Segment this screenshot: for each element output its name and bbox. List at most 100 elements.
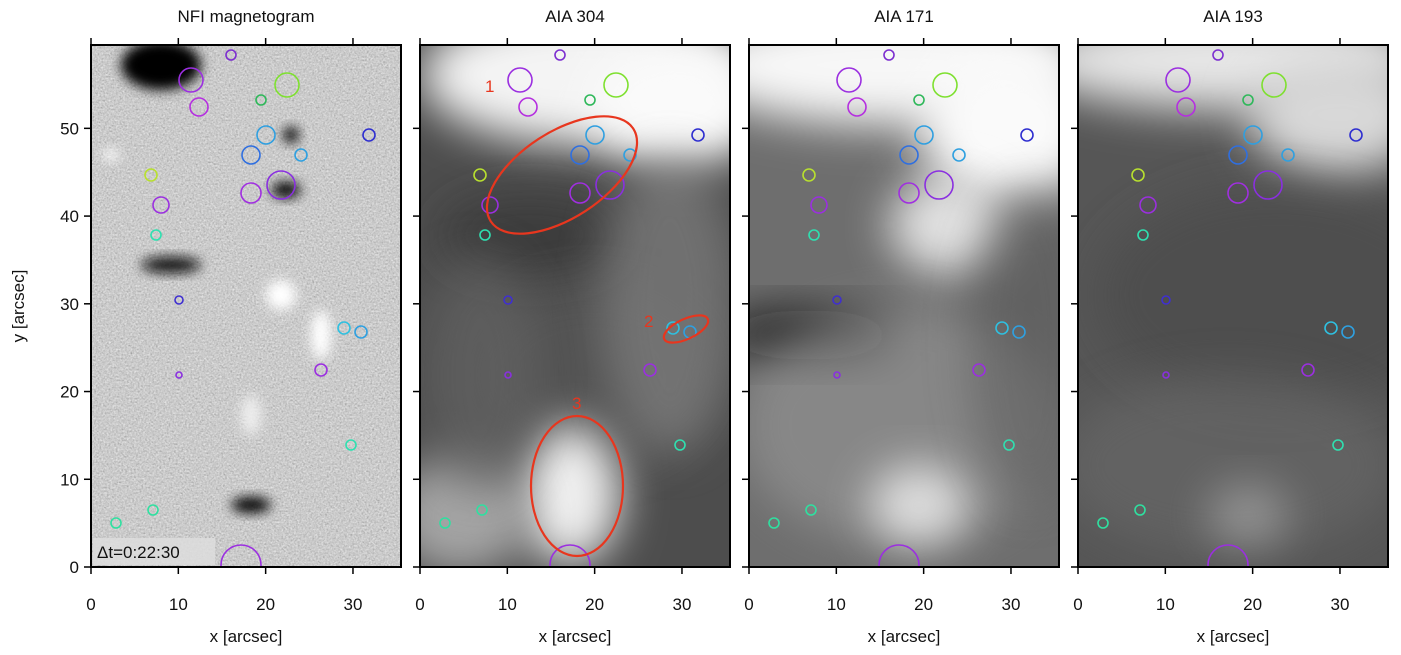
contour [932, 72, 958, 98]
contour [1332, 439, 1344, 451]
contour [1176, 97, 1196, 117]
contour [549, 544, 591, 567]
x-tick-label: 0 [1073, 595, 1082, 614]
image-panel [749, 45, 1059, 567]
image-panel [420, 45, 730, 567]
contour [924, 170, 954, 200]
x-tick-label: 30 [344, 595, 363, 614]
contour [274, 72, 300, 98]
x-axis-label: x [arcsec] [1197, 627, 1270, 646]
contour [225, 49, 237, 61]
contour [473, 168, 487, 182]
x-tick-label: 0 [415, 595, 424, 614]
contour [1012, 325, 1026, 339]
contour [832, 295, 842, 305]
magnetic-feature [141, 257, 201, 273]
contour [1212, 49, 1224, 61]
contour [847, 97, 867, 117]
contour [1261, 72, 1287, 98]
image-panel [91, 45, 401, 567]
emission-region [1078, 375, 1388, 555]
axes-frame [1077, 44, 1389, 568]
region-label: 2 [644, 312, 653, 331]
contour [691, 128, 705, 142]
y-tick-label: 40 [60, 207, 79, 226]
magnetic-feature [283, 127, 299, 143]
time-label: Δt=0:22:30 [97, 543, 180, 562]
x-tick-label: 10 [498, 595, 517, 614]
contour [439, 517, 451, 529]
contour [643, 363, 657, 377]
magnetic-feature [231, 497, 271, 513]
contour [914, 125, 934, 145]
contour [294, 148, 308, 162]
x-tick-label: 30 [1002, 595, 1021, 614]
contour [1003, 439, 1015, 451]
magnetic-feature [241, 395, 261, 435]
contour [354, 325, 368, 339]
contour [899, 145, 919, 165]
magnetic-feature [266, 280, 296, 310]
contour [674, 439, 686, 451]
magnetic-feature [103, 149, 119, 161]
contour [147, 504, 159, 516]
region-outline [662, 314, 710, 344]
y-axis-label: y [arcsec] [9, 270, 28, 343]
contour [174, 295, 184, 305]
contour [585, 125, 605, 145]
contour [554, 49, 566, 61]
contour [603, 72, 629, 98]
axes-frame [748, 44, 1060, 568]
contour [476, 504, 488, 516]
contour [1227, 182, 1249, 204]
emission-region [869, 465, 969, 545]
region-outline [485, 115, 639, 235]
y-tick-label: 0 [70, 558, 79, 577]
contour [1253, 170, 1283, 200]
x-axis-label: x [arcsec] [539, 627, 612, 646]
contour [1165, 67, 1191, 93]
x-tick-label: 30 [673, 595, 692, 614]
contour [337, 321, 351, 335]
magnetogram-noise [91, 45, 401, 567]
contour [995, 321, 1009, 335]
contour [802, 168, 816, 182]
region-label: 1 [485, 77, 494, 96]
x-axis-label: x [arcsec] [868, 627, 941, 646]
emission-region [1098, 185, 1388, 405]
contour [1161, 295, 1171, 305]
y-tick-label: 20 [60, 383, 79, 402]
contour [898, 182, 920, 204]
contour [1324, 321, 1338, 335]
contour [345, 439, 357, 451]
contour [569, 182, 591, 204]
contour [503, 295, 513, 305]
contour [1131, 168, 1145, 182]
contour [1243, 125, 1263, 145]
y-tick-label: 10 [60, 470, 79, 489]
contour [1349, 128, 1363, 142]
contour [883, 49, 895, 61]
contour [241, 145, 261, 165]
contour [836, 67, 862, 93]
contour [833, 371, 841, 379]
contour [1020, 128, 1034, 142]
contour [110, 517, 122, 529]
contour [362, 128, 376, 142]
axes-frame [90, 44, 402, 568]
contour [240, 182, 262, 204]
emission-region [919, 45, 1059, 205]
magnetic-feature [271, 182, 301, 198]
x-tick-label: 10 [827, 595, 846, 614]
emission-region [969, 185, 1059, 505]
contour [504, 371, 512, 379]
contour [808, 229, 820, 241]
x-tick-label: 10 [1156, 595, 1175, 614]
contour [1134, 504, 1146, 516]
x-tick-label: 0 [86, 595, 95, 614]
x-tick-label: 20 [585, 595, 604, 614]
region-outline [529, 414, 625, 558]
contour [178, 67, 204, 93]
y-tick-label: 30 [60, 295, 79, 314]
